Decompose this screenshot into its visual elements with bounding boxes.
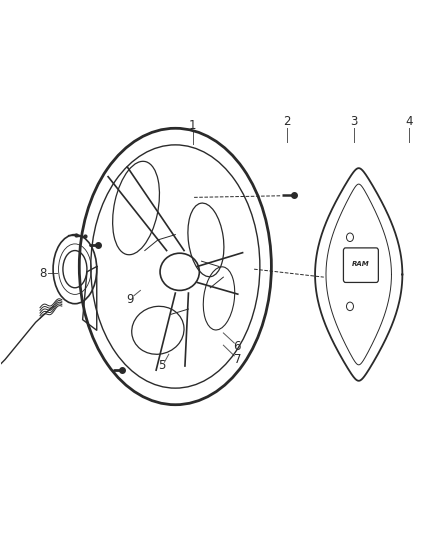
Text: RAM: RAM: [352, 261, 370, 267]
Text: 1: 1: [189, 119, 197, 132]
Text: 4: 4: [405, 115, 413, 128]
Text: 2: 2: [283, 115, 290, 128]
Text: 3: 3: [351, 115, 358, 128]
Text: 9: 9: [127, 293, 134, 306]
Text: 6: 6: [233, 340, 241, 353]
Text: 5: 5: [158, 359, 165, 373]
Text: 8: 8: [39, 267, 47, 280]
Text: 7: 7: [233, 353, 241, 366]
